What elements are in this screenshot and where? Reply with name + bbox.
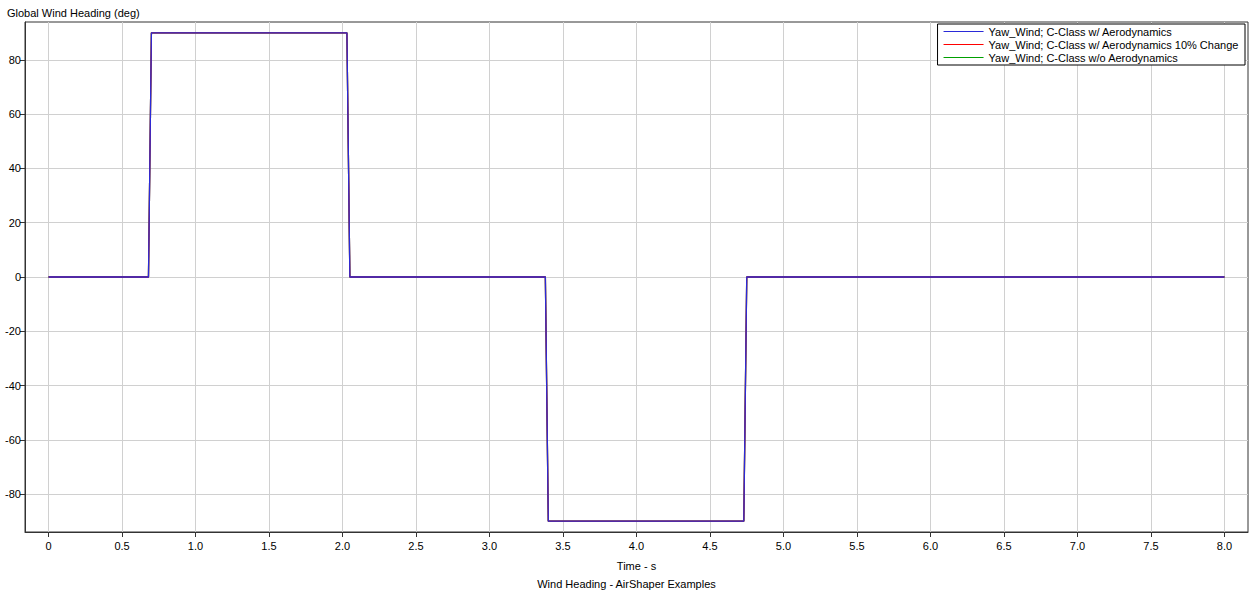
svg-text:-40: -40 <box>5 380 21 392</box>
svg-text:0.5: 0.5 <box>114 540 129 552</box>
svg-text:5.5: 5.5 <box>849 540 864 552</box>
svg-text:Time - s: Time - s <box>617 560 657 572</box>
svg-text:2.5: 2.5 <box>408 540 423 552</box>
svg-text:3.5: 3.5 <box>555 540 570 552</box>
svg-text:80: 80 <box>9 54 21 66</box>
svg-text:Wind Heading - AirShaper Examp: Wind Heading - AirShaper Examples <box>537 578 716 590</box>
svg-text:-60: -60 <box>5 434 21 446</box>
svg-text:Yaw_Wind; C-Class w/ Aerodynam: Yaw_Wind; C-Class w/ Aerodynamics 10% Ch… <box>989 39 1239 51</box>
svg-text:8.0: 8.0 <box>1217 540 1232 552</box>
svg-text:Yaw_Wind; C-Class w/ Aerodynam: Yaw_Wind; C-Class w/ Aerodynamics <box>989 26 1173 38</box>
svg-text:1.5: 1.5 <box>261 540 276 552</box>
svg-text:Global Wind Heading (deg): Global Wind Heading (deg) <box>7 7 140 19</box>
svg-text:60: 60 <box>9 108 21 120</box>
svg-text:0: 0 <box>45 540 51 552</box>
svg-text:0: 0 <box>15 271 21 283</box>
svg-text:1.0: 1.0 <box>188 540 203 552</box>
svg-text:2.0: 2.0 <box>335 540 350 552</box>
svg-text:4.0: 4.0 <box>629 540 644 552</box>
svg-text:Yaw_Wind; C-Class w/o Aerodyna: Yaw_Wind; C-Class w/o Aerodynamics <box>989 52 1179 64</box>
svg-text:4.5: 4.5 <box>702 540 717 552</box>
svg-text:5.0: 5.0 <box>776 540 791 552</box>
svg-text:6.5: 6.5 <box>996 540 1011 552</box>
svg-text:3.0: 3.0 <box>482 540 497 552</box>
svg-text:7.5: 7.5 <box>1143 540 1158 552</box>
svg-text:-80: -80 <box>5 488 21 500</box>
svg-text:40: 40 <box>9 162 21 174</box>
svg-text:-20: -20 <box>5 325 21 337</box>
svg-text:6.0: 6.0 <box>923 540 938 552</box>
svg-text:20: 20 <box>9 217 21 229</box>
svg-text:7.0: 7.0 <box>1070 540 1085 552</box>
